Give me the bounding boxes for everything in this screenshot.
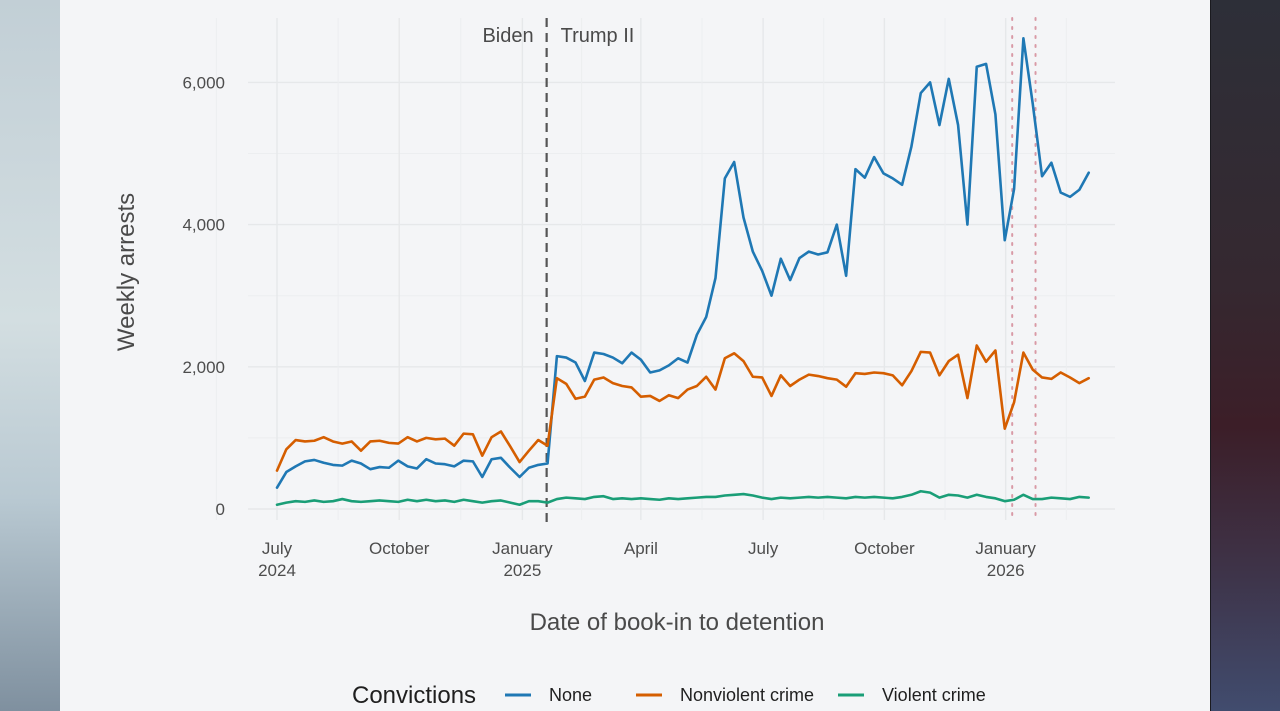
x-tick-label-line: 2025	[503, 561, 541, 580]
x-axis-title: Date of book-in to detention	[530, 609, 825, 636]
background-right-edge	[1210, 0, 1280, 711]
series-line-violent-crime	[275, 489, 1091, 507]
series-line-none	[275, 37, 1091, 489]
x-tick-label: January 2026	[975, 539, 1036, 580]
x-tick-label-line: October	[369, 539, 430, 558]
series-line-nonviolent-crime	[275, 344, 1091, 472]
series-lines	[275, 37, 1091, 507]
x-tick-label: April	[624, 539, 658, 558]
x-tick-label: October	[369, 539, 430, 558]
x-tick-label-line: July	[748, 539, 779, 558]
y-tick-label: 6,000	[182, 73, 225, 92]
legend: Convictions None Nonviolent crime Violent …	[352, 682, 986, 709]
x-tick-label-line: October	[854, 539, 915, 558]
legend-label: Violent crime	[882, 685, 986, 705]
y-tick-label: 4,000	[182, 216, 225, 235]
legend-title: Convictions	[352, 682, 476, 709]
x-tick-label-line: April	[624, 539, 658, 558]
annotations: Biden Trump II	[482, 17, 1037, 527]
x-tick-label-line: July	[262, 539, 293, 558]
x-tick-label: July 2024	[258, 539, 296, 580]
x-tick-label-line: 2024	[258, 561, 296, 580]
x-axis-ticks: July 2024 October January 2025 April July Octob…	[258, 539, 1036, 580]
x-tick-label: January 2025	[492, 539, 553, 580]
y-tick-label: 0	[216, 500, 225, 519]
era-label-trump: Trump II	[561, 25, 635, 47]
x-tick-label-line: January	[975, 539, 1036, 558]
x-tick-label: July	[748, 539, 779, 558]
legend-label: Nonviolent crime	[680, 685, 814, 705]
grid	[215, 18, 1115, 520]
x-tick-label-line: 2026	[987, 561, 1025, 580]
era-label-biden: Biden	[482, 25, 533, 47]
y-axis-title: Weekly arrests	[113, 193, 140, 351]
x-tick-label-line: January	[492, 539, 553, 558]
y-tick-label: 2,000	[182, 358, 225, 377]
background-left-edge	[0, 0, 60, 711]
legend-label: None	[549, 685, 592, 705]
x-tick-label: October	[854, 539, 915, 558]
y-axis-ticks: 0 2,000 4,000 6,000	[182, 73, 225, 519]
